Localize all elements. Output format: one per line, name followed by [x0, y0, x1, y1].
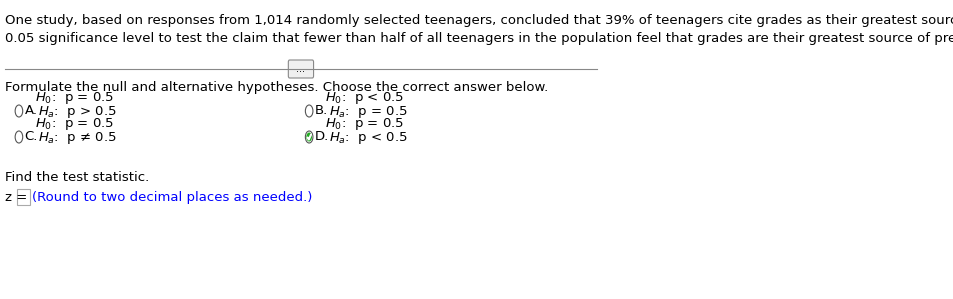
Text: $H_0$:  p < 0.5: $H_0$: p < 0.5: [325, 90, 403, 106]
Text: $H_a$:  p > 0.5: $H_a$: p > 0.5: [38, 104, 117, 120]
Text: B.: B.: [314, 103, 328, 117]
Text: $H_0$:  p = 0.5: $H_0$: p = 0.5: [34, 116, 113, 132]
Text: $H_a$:  p < 0.5: $H_a$: p < 0.5: [329, 130, 407, 146]
Text: Formulate the null and alternative hypotheses. Choose the correct answer below.: Formulate the null and alternative hypot…: [5, 81, 548, 94]
FancyBboxPatch shape: [288, 60, 314, 78]
Circle shape: [15, 131, 23, 143]
Text: z =: z =: [5, 191, 31, 204]
Text: Find the test statistic.: Find the test statistic.: [5, 171, 149, 184]
Text: C.: C.: [25, 129, 38, 143]
Circle shape: [15, 105, 23, 117]
Text: (Round to two decimal places as needed.): (Round to two decimal places as needed.): [31, 191, 312, 204]
Text: One study, based on responses from 1,014 randomly selected teenagers, concluded : One study, based on responses from 1,014…: [5, 14, 953, 45]
Text: $H_a$:  p ≠ 0.5: $H_a$: p ≠ 0.5: [38, 130, 117, 146]
Text: D.: D.: [314, 129, 329, 143]
Text: ...: ...: [296, 64, 305, 74]
Circle shape: [305, 105, 313, 117]
Text: $H_a$:  p = 0.5: $H_a$: p = 0.5: [329, 104, 407, 120]
Circle shape: [306, 132, 312, 141]
Text: A.: A.: [25, 103, 37, 117]
FancyBboxPatch shape: [17, 189, 30, 205]
Text: $H_0$:  p = 0.5: $H_0$: p = 0.5: [34, 90, 113, 106]
Text: $H_0$:  p = 0.5: $H_0$: p = 0.5: [325, 116, 403, 132]
Circle shape: [305, 131, 313, 143]
